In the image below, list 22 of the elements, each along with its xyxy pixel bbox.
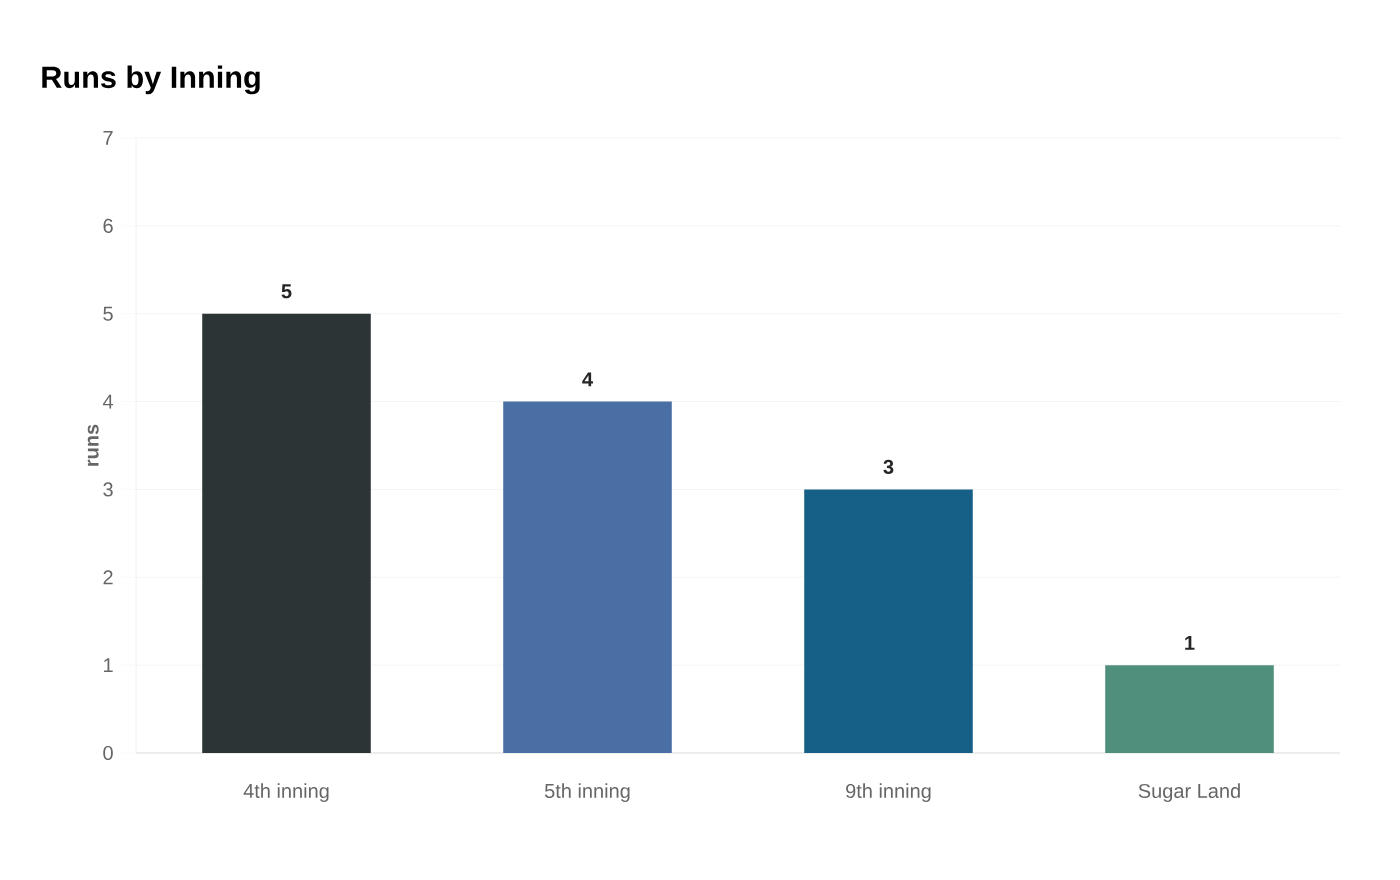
data-label: 5 — [281, 284, 292, 299]
y-axis-title: runs — [87, 424, 99, 466]
y-tick-label: 2 — [103, 570, 113, 585]
data-label: 4 — [582, 372, 593, 387]
y-tick-label: 5 — [103, 306, 113, 321]
y-tick-label: 3 — [103, 482, 113, 497]
x-tick-label: 4th inning — [243, 783, 329, 802]
x-tick-label: 9th inning — [846, 783, 931, 802]
data-label: 1 — [1185, 635, 1195, 650]
bar — [1105, 665, 1274, 753]
x-tick-label: 5th inning — [544, 783, 630, 802]
y-tick-label: 1 — [104, 658, 113, 673]
x-tick-label: Sugar Land — [1138, 783, 1240, 802]
bar — [503, 401, 672, 753]
bar — [804, 489, 973, 753]
y-tick-label: 6 — [103, 218, 113, 233]
data-label: 3 — [883, 459, 894, 475]
y-tick-label: 0 — [103, 745, 113, 761]
chart-title: Runs by Inning — [42, 65, 260, 95]
y-tick-label: 7 — [103, 131, 113, 145]
y-tick-label: 4 — [102, 394, 114, 409]
bar — [202, 313, 371, 753]
